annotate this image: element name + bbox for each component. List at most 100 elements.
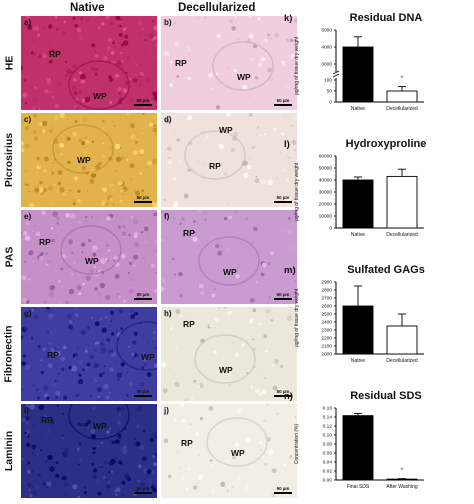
y-tick-label: 0.10 [323, 433, 333, 439]
y-tick-label: 2000 [321, 352, 332, 358]
micrograph-panel-d: d) WP RP 50 µm [161, 113, 297, 207]
scale-bar: 50 µm [274, 98, 292, 106]
tissue-image [161, 113, 297, 207]
micrograph-panel-i: i) RP WP 50 µm [21, 404, 157, 498]
micrograph-panel-h: h) RP WP 50 µm [161, 307, 297, 401]
scale-bar: 50 µm [134, 389, 152, 397]
panel-letter: a) [24, 18, 32, 27]
y-tick-label: 2700 [321, 296, 332, 302]
y-tick-label: 0 [329, 100, 332, 106]
y-tick-label: 3000 [321, 62, 332, 68]
y-tick-label: 0.16 [323, 406, 333, 412]
scale-bar: 50 µm [274, 389, 292, 397]
stain-label-picrosirius: Picrosirius [3, 132, 15, 188]
y-tick-label: 100 [324, 78, 332, 84]
y-tick-label: 50 [327, 89, 333, 95]
chart-title: Residual SDS [350, 390, 422, 402]
y-tick-label: 4000 [321, 45, 332, 51]
bar-decellularized [386, 325, 418, 355]
region-label-wp: WP [93, 421, 107, 431]
micrograph-panel-g: g) RP WP 50 µm [21, 307, 157, 401]
panel-letter: d) [164, 115, 172, 124]
chart-panel-label: l) [284, 139, 290, 150]
y-tick-label: 0 [329, 226, 332, 232]
region-label-wp: WP [141, 352, 155, 362]
tissue-image [161, 16, 297, 110]
scale-bar: 50 µm [134, 486, 152, 494]
stain-label-fibronectin: Fibronectin [3, 325, 16, 383]
micrograph-panel-j: j) RP WP 50 µm [161, 404, 297, 498]
tissue-image [161, 210, 297, 304]
bar-final-sds [342, 415, 374, 481]
bar-decellularized [386, 175, 418, 229]
panel-letter: c) [24, 115, 32, 124]
region-label-rp: RP [49, 49, 61, 59]
y-axis-label: µg/mg of tissue dry weight [294, 162, 300, 221]
panel-letter: b) [164, 18, 172, 27]
x-tick-label: Native [351, 232, 365, 238]
x-tick-label: Decellularized [386, 358, 418, 364]
chart-hydroxyproline: l) Hydroxyproline µg/mg of tissue dry weig… [284, 130, 474, 246]
panel-letter: e) [24, 212, 32, 221]
micrograph-panel-f: f) RP WP 50 µm [161, 210, 297, 304]
y-tick-label: 2200 [321, 336, 332, 342]
y-tick-label: 2500 [321, 312, 332, 318]
bar-native [342, 179, 374, 229]
column-header-native: Native [70, 2, 105, 14]
chart-panel-label: n) [284, 391, 293, 402]
chart-panel-label: m) [284, 265, 296, 276]
panel-letter: j) [164, 406, 169, 415]
region-label-rp: RP [209, 161, 221, 171]
y-axis-label: Concentration (%) [294, 424, 300, 465]
x-tick-label: After Washing [386, 484, 417, 490]
bar-decellularized [386, 90, 418, 103]
axis-break-mark [332, 70, 340, 75]
y-tick-label: 0.12 [323, 424, 333, 430]
y-tick-label: 20000 [319, 202, 333, 208]
x-tick-label: Decellularized [386, 106, 418, 112]
region-label-wp: WP [93, 91, 107, 101]
significance-asterisk: * [400, 466, 404, 476]
tissue-image [21, 16, 157, 110]
panel-letter: g) [24, 309, 32, 318]
chart-title: Sulfated GAGs [347, 264, 425, 276]
y-tick-label: 0.02 [323, 469, 333, 475]
scale-bar: 50 µm [274, 292, 292, 300]
y-tick-label: 0.06 [323, 451, 333, 457]
tissue-image [21, 307, 157, 401]
chart-sulfated-gags: m) Sulfated GAGs µg/mg of tissue dry weigh… [284, 256, 474, 372]
micrograph-panel-b: b) RP WP 50 µm [161, 16, 297, 110]
region-label-rp: RP [175, 58, 187, 68]
region-label-wp: WP [77, 155, 91, 165]
y-axis-label: µg/mg of tissue dry weight [294, 36, 300, 95]
bar-native [342, 305, 374, 355]
panel-letter: f) [164, 212, 170, 221]
bar-after-washing [386, 478, 418, 481]
region-label-rp: RP [183, 228, 195, 238]
chart-title: Residual DNA [350, 12, 423, 24]
chart-residual-dna: k) Residual DNA µg/mg of tissue dry weight… [284, 4, 474, 120]
micrograph-panel-a: a) RP WP 50 µm [21, 16, 157, 110]
micrograph-panel-e: e) RP WP 50 µm [21, 210, 157, 304]
stain-label-he: HE [3, 55, 15, 71]
chart-panel-label: k) [284, 13, 292, 24]
y-tick-label: 60000 [319, 154, 333, 160]
region-label-rp: RP [47, 350, 59, 360]
panel-letter: h) [164, 309, 172, 318]
stain-label-laminin: Laminin [3, 430, 16, 472]
y-tick-label: 50000 [319, 166, 333, 172]
tissue-image [161, 307, 297, 401]
region-label-wp: WP [85, 256, 99, 266]
x-tick-label: Native [351, 358, 365, 364]
region-label-wp: WP [219, 365, 233, 375]
chart-title: Hydroxyproline [346, 138, 427, 150]
region-label-rp: RP [181, 438, 193, 448]
region-label-wp: WP [223, 267, 237, 277]
y-tick-label: 2800 [321, 288, 332, 294]
tissue-image [21, 210, 157, 304]
scale-bar: 50 µm [274, 486, 292, 494]
y-tick-label: 0.14 [323, 415, 333, 421]
region-label-rp: RP [41, 415, 53, 425]
y-tick-label: 10000 [319, 214, 333, 220]
tissue-image [161, 404, 297, 498]
